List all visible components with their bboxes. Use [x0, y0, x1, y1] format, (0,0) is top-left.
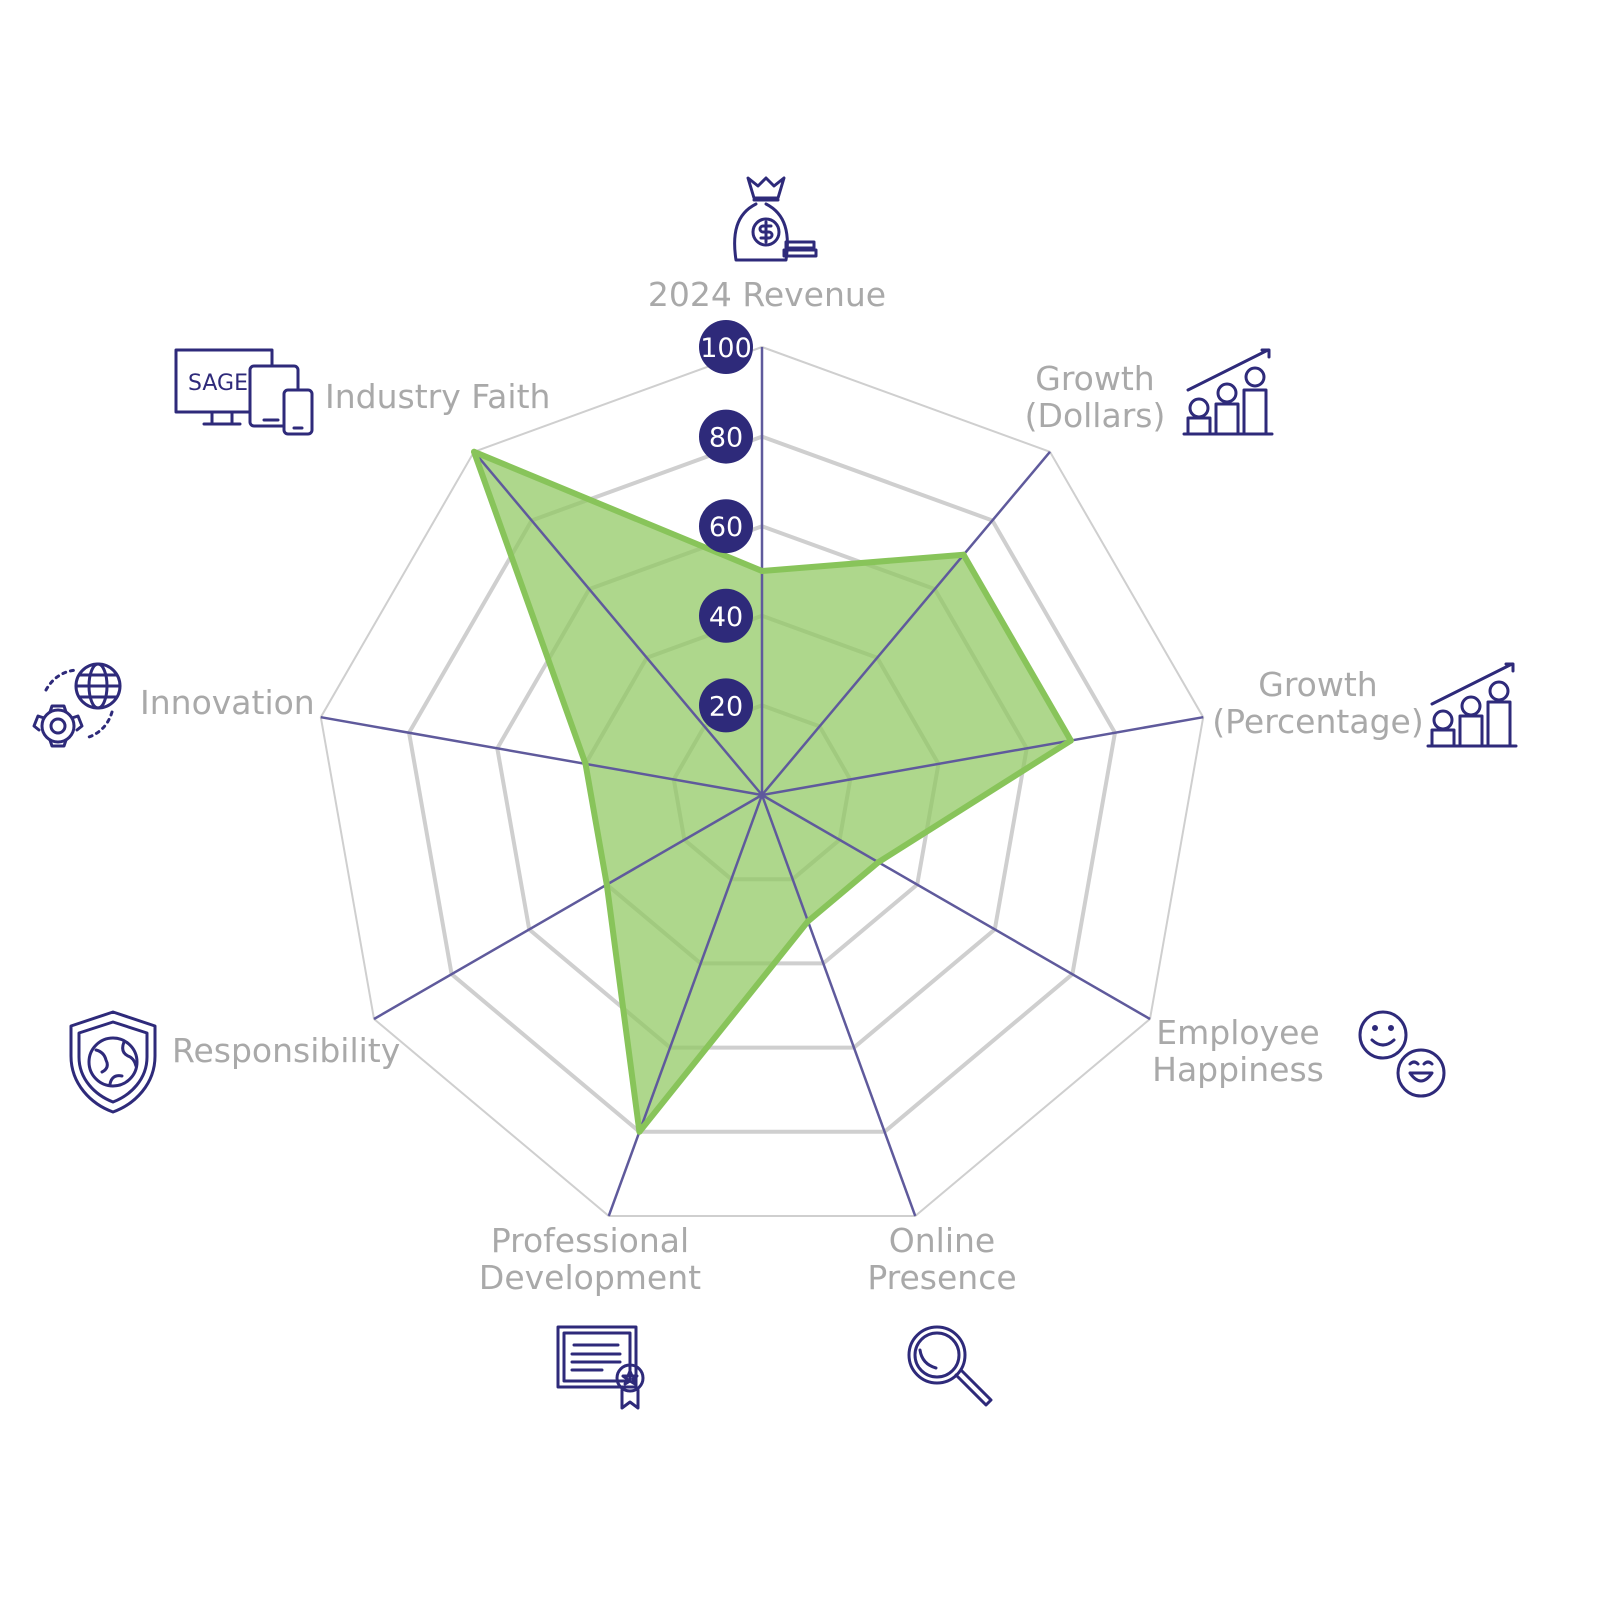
data-point: [804, 918, 811, 925]
data-point: [603, 881, 610, 888]
coin-stacks-growth-icon: [1182, 348, 1274, 436]
axis-line: [320, 715, 763, 797]
money-bag-icon: [733, 176, 818, 262]
coin-stacks-growth-icon: [1426, 662, 1518, 748]
axis-label: Innovation: [140, 683, 315, 722]
tick-badge: 60: [699, 499, 753, 554]
axis-label: Responsibility: [172, 1031, 400, 1070]
axis-label: Professional Development: [479, 1221, 701, 1297]
tick-label: 20: [709, 691, 743, 722]
data-point: [759, 568, 765, 574]
axis-line: [760, 794, 917, 1217]
tick-badge: 40: [699, 588, 753, 643]
axis-line: [473, 451, 763, 796]
svg-text:SAGE: SAGE: [188, 371, 248, 396]
axis-label: Growth (Percentage): [1212, 665, 1423, 741]
globe-gear-icon: [32, 662, 122, 748]
tick-label: 80: [709, 423, 743, 454]
grid-ring-100: [319, 345, 1205, 1217]
tick-label: 40: [709, 602, 743, 633]
data-area: [474, 451, 1071, 1132]
smiley-faces-icon: [1358, 1010, 1446, 1098]
tick-badge: 100: [699, 320, 753, 374]
tick-badge: 20: [699, 678, 753, 733]
data-point: [875, 859, 882, 866]
tick-label: 100: [700, 333, 752, 364]
axis-line: [607, 794, 764, 1217]
axis-label: Employee Happiness: [1152, 1013, 1324, 1089]
grid-ring-80: [406, 434, 1118, 1134]
data-point: [636, 1128, 643, 1135]
axis-label: Growth (Dollars): [1025, 359, 1166, 435]
axis-line: [761, 793, 1151, 1021]
axis-label: 2024 Revenue: [648, 275, 886, 314]
magnifying-glass-icon: [907, 1325, 993, 1407]
data-outline: [471, 448, 1074, 1135]
certificate-icon: [556, 1325, 645, 1410]
data-point: [582, 760, 589, 767]
axis-label: Industry Faith: [325, 377, 550, 416]
data-point: [471, 448, 478, 455]
tick-badge: 80: [699, 409, 753, 464]
axis-line: [373, 793, 763, 1021]
data-point: [960, 551, 967, 558]
shield-globe-icon: [69, 1010, 157, 1114]
tick-label: 60: [709, 512, 743, 543]
axis-label: Online Presence: [867, 1221, 1016, 1297]
sage-devices-icon: SAGE: [174, 348, 314, 436]
data-point: [1067, 737, 1074, 744]
axis-line: [761, 451, 1051, 796]
axis-line: [761, 715, 1204, 797]
